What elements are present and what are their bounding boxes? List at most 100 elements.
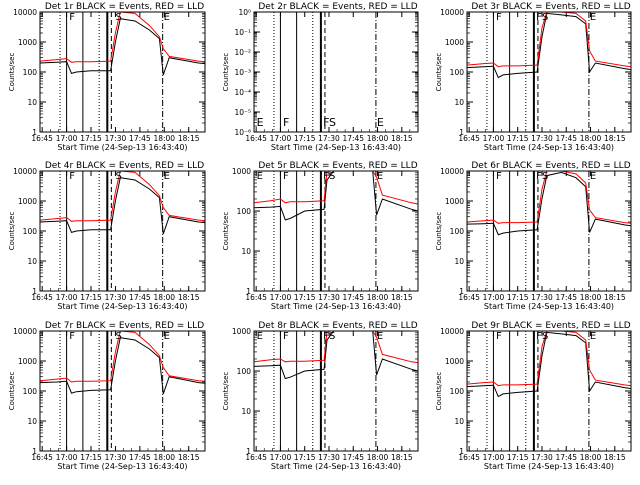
x-tick-label: 17:00 [56,134,78,143]
x-tick-label: 17:45 [342,453,364,462]
x-tick-label: 17:00 [270,293,292,302]
panel-title: Det 5r BLACK = Events, RED = LLD [258,161,417,171]
marker-label-F: F [496,331,502,342]
y-tick-label: 100 [23,227,38,236]
x-tick-label: 18:00 [367,134,389,143]
panel-title: Det 4r BLACK = Events, RED = LLD [45,161,204,171]
x-tick-label: 17:45 [555,453,577,462]
x-tick-label: 17:45 [555,293,577,302]
series-line-lld [466,170,632,224]
marker-label-E: E [164,12,170,23]
x-tick-label: 18:00 [367,453,389,462]
series-line-lld [39,11,206,63]
y-tick-label: 10⁻¹ [234,28,251,37]
panel-title: Det 7r BLACK = Events, RED = LLD [45,321,204,331]
panel-det-7r: Det 7r BLACK = Events, RED = LLD Start Ti… [8,321,206,471]
y-axis-label: Counts/sec [435,372,443,411]
y-tick-label: 10 [241,407,251,416]
x-axis-label: Start Time (24-Sep-13 16:43:40) [57,302,187,311]
x-tick-label: 17:30 [531,293,553,302]
marker-label-F: F [69,171,75,182]
y-tick-label: 1000 [232,327,251,336]
panel-title: Det 8r BLACK = Events, RED = LLD [258,321,417,331]
plot-frame [253,170,419,292]
x-axis-label: Start Time (24-Sep-13 16:43:40) [271,302,401,311]
x-tick-label: 18:15 [178,293,200,302]
series-line-lld [39,330,206,383]
plot-frame [466,11,632,133]
y-tick-label: 1 [32,287,37,296]
y-tick-label: 1000 [445,197,464,206]
y-axis-label: Counts/sec [435,212,443,251]
x-tick-label: 16:45 [31,134,53,143]
marker-label-E: E [164,171,170,182]
y-tick-label: 10000 [440,167,464,176]
marker-label-S: S [542,171,548,182]
x-tick-label: 17:45 [129,293,151,302]
panel-det-5r: Det 5r BLACK = Events, RED = LLD Start Ti… [222,161,419,311]
marker-label-F: F [323,116,329,129]
y-tick-label: 1 [459,447,464,456]
panel-det-8r: Det 8r BLACK = Events, RED = LLD Start Ti… [222,321,419,471]
x-tick-label: 17:30 [318,293,340,302]
x-tick-label: 16:45 [31,453,53,462]
y-axis-label: Counts/sec [222,372,230,411]
panel-title: Det 6r BLACK = Events, RED = LLD [471,161,630,171]
x-axis-label: Start Time (24-Sep-13 16:43:40) [484,462,614,471]
y-tick-label: 10000 [13,8,37,17]
marker-label-F: F [496,171,502,182]
y-tick-label: 10 [241,247,251,256]
marker-label-F: F [283,171,289,182]
x-axis-label: Start Time (24-Sep-13 16:43:40) [57,462,187,471]
x-tick-label: 17:15 [294,453,316,462]
series-line-lld [253,170,419,205]
x-tick-label: 17:45 [342,134,364,143]
x-tick-label: 17:00 [56,293,78,302]
x-tick-label: 18:00 [580,134,602,143]
x-axis-label: Start Time (24-Sep-13 16:43:40) [484,302,614,311]
plot-frame [253,330,419,452]
y-tick-label: 10000 [440,327,464,336]
x-axis-label: Start Time (24-Sep-13 16:43:40) [484,143,614,152]
x-tick-label: 17:30 [531,134,553,143]
x-tick-label: 18:15 [178,134,200,143]
x-tick-label: 17:15 [80,293,102,302]
x-axis-label: Start Time (24-Sep-13 16:43:40) [57,143,187,152]
marker-label-E: E [257,116,264,129]
y-tick-label: 10000 [440,8,464,17]
marker-label-F: F [496,12,502,23]
y-tick-label: 10⁻⁴ [234,88,251,97]
marker-label-F: F [283,116,289,129]
marker-label-F: F [536,12,542,23]
marker-label-E: E [590,171,596,182]
y-axis-label: Counts/sec [8,212,16,251]
x-tick-label: 18:15 [604,134,626,143]
x-tick-label: 18:15 [391,293,413,302]
marker-label-S: S [115,331,121,342]
y-tick-label: 10⁻⁶ [234,128,251,137]
marker-label-F: F [69,331,75,342]
x-tick-label: 16:45 [245,293,267,302]
x-tick-label: 17:45 [342,293,364,302]
x-tick-label: 17:00 [270,134,292,143]
x-tick-label: 18:00 [153,293,175,302]
panel-title: Det 9r BLACK = Events, RED = LLD [471,321,630,331]
x-tick-label: 17:15 [507,453,529,462]
y-tick-label: 100 [450,227,465,236]
x-tick-label: 16:45 [458,134,480,143]
y-tick-label: 1000 [232,167,251,176]
x-tick-label: 17:45 [555,134,577,143]
marker-label-E: E [257,171,263,182]
plot-frame [466,170,632,292]
y-axis-label: Counts/sec [8,372,16,411]
y-tick-label: 1000 [18,357,37,366]
plot-frame [39,170,206,292]
marker-label-S: S [542,331,548,342]
x-tick-label: 18:15 [178,453,200,462]
panel-det-9r: Det 9r BLACK = Events, RED = LLD Start Ti… [435,321,632,471]
panel-det-6r: Det 6r BLACK = Events, RED = LLD Start Ti… [435,161,632,311]
panel-title: Det 1r BLACK = Events, RED = LLD [45,2,204,12]
marker-label-S: S [542,12,548,23]
plot-frame [466,330,632,452]
